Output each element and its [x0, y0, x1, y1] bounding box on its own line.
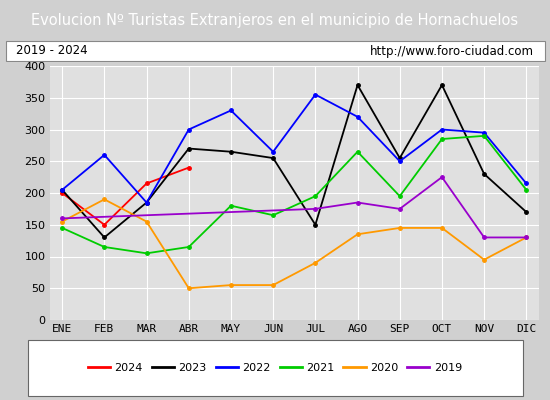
Text: Evolucion Nº Turistas Extranjeros en el municipio de Hornachuelos: Evolucion Nº Turistas Extranjeros en el … — [31, 14, 519, 28]
Legend: 2024, 2023, 2022, 2021, 2020, 2019: 2024, 2023, 2022, 2021, 2020, 2019 — [84, 358, 466, 378]
Text: 2019 - 2024: 2019 - 2024 — [16, 44, 88, 58]
Text: http://www.foro-ciudad.com: http://www.foro-ciudad.com — [370, 44, 534, 58]
